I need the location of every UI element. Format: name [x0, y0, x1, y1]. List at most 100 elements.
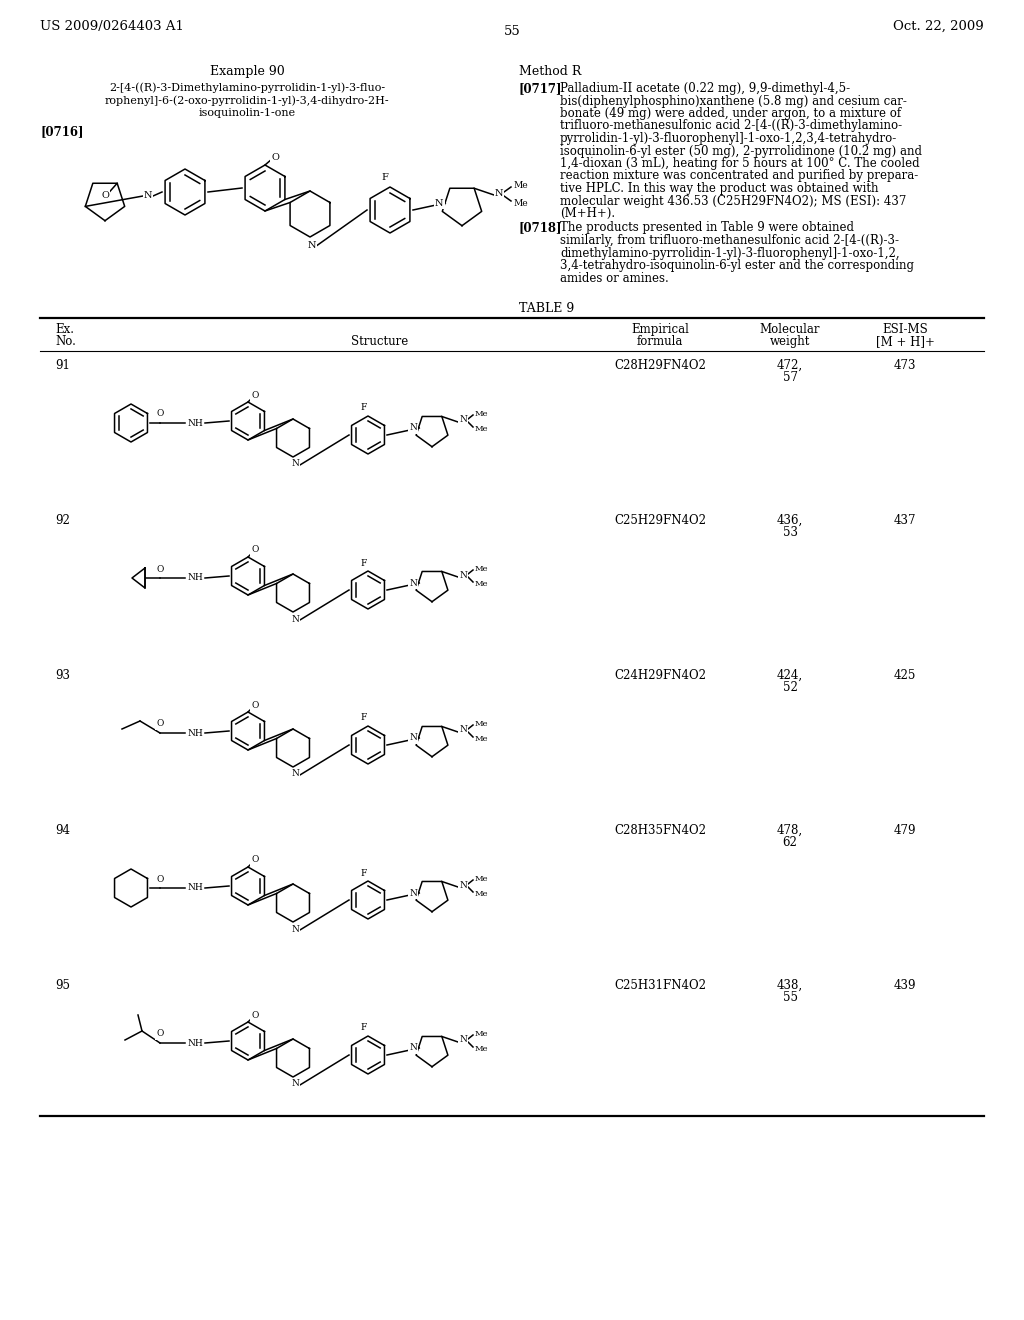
- Text: Example 90: Example 90: [210, 65, 285, 78]
- Text: 95: 95: [55, 979, 70, 993]
- Text: N: N: [143, 191, 153, 201]
- Text: O: O: [157, 565, 164, 573]
- Text: 436,: 436,: [777, 513, 803, 527]
- Text: N: N: [495, 189, 503, 198]
- Text: Oct. 22, 2009: Oct. 22, 2009: [893, 20, 984, 33]
- Text: 55: 55: [504, 25, 520, 38]
- Text: N: N: [459, 1035, 467, 1044]
- Text: Me: Me: [513, 198, 527, 207]
- Text: 52: 52: [782, 681, 798, 694]
- Text: isoquinolin-6-yl ester (50 mg), 2-pyrrolidinone (10.2 mg) and: isoquinolin-6-yl ester (50 mg), 2-pyrrol…: [560, 144, 922, 157]
- Text: Me: Me: [475, 719, 488, 729]
- Text: N: N: [410, 1044, 417, 1052]
- Text: 93: 93: [55, 669, 70, 682]
- Text: N: N: [291, 770, 299, 779]
- Text: 472,: 472,: [777, 359, 803, 372]
- Text: N: N: [308, 240, 316, 249]
- Text: 53: 53: [782, 525, 798, 539]
- Text: 479: 479: [894, 824, 916, 837]
- Text: F: F: [360, 404, 368, 412]
- Text: F: F: [360, 1023, 368, 1032]
- Text: N: N: [291, 459, 299, 469]
- Text: N: N: [459, 726, 467, 734]
- Text: N: N: [435, 198, 443, 207]
- Text: O: O: [251, 701, 259, 710]
- Text: tive HPLC. In this way the product was obtained with: tive HPLC. In this way the product was o…: [560, 182, 879, 195]
- Text: Me: Me: [475, 425, 488, 433]
- Text: Method R: Method R: [519, 65, 582, 78]
- Text: O: O: [157, 719, 164, 729]
- Text: O: O: [251, 545, 259, 554]
- Text: F: F: [360, 558, 368, 568]
- Text: [0716]: [0716]: [40, 125, 84, 139]
- Text: Me: Me: [475, 735, 488, 743]
- Text: Empirical: Empirical: [631, 323, 689, 337]
- Text: NH: NH: [187, 1039, 203, 1048]
- Text: NH: NH: [187, 573, 203, 582]
- Text: Me: Me: [513, 181, 527, 190]
- Text: US 2009/0264403 A1: US 2009/0264403 A1: [40, 20, 184, 33]
- Text: Me: Me: [475, 1030, 488, 1038]
- Text: 91: 91: [55, 359, 70, 372]
- Text: pyrrolidin-1-yl)-3-fluorophenyl]-1-oxo-1,2,3,4-tetrahydro-: pyrrolidin-1-yl)-3-fluorophenyl]-1-oxo-1…: [560, 132, 897, 145]
- Text: N: N: [291, 1080, 299, 1089]
- Text: Me: Me: [475, 579, 488, 587]
- Text: No.: No.: [55, 335, 76, 348]
- Text: 2-[4-((R)-3-Dimethylamino-pyrrolidin-1-yl)-3-fluo-: 2-[4-((R)-3-Dimethylamino-pyrrolidin-1-y…: [109, 82, 385, 92]
- Text: F: F: [360, 869, 368, 878]
- Text: 57: 57: [782, 371, 798, 384]
- Text: amides or amines.: amides or amines.: [560, 272, 669, 285]
- Text: O: O: [271, 153, 279, 161]
- Text: N: N: [291, 615, 299, 623]
- Text: weight: weight: [770, 335, 810, 348]
- Text: N: N: [410, 734, 417, 742]
- Text: 94: 94: [55, 824, 70, 837]
- Text: bis(diphenylphosphino)xanthene (5.8 mg) and cesium car-: bis(diphenylphosphino)xanthene (5.8 mg) …: [560, 95, 907, 107]
- Text: O: O: [157, 1030, 164, 1039]
- Text: O: O: [251, 1011, 259, 1019]
- Text: (M+H+).: (M+H+).: [560, 207, 615, 220]
- Text: [M + H]+: [M + H]+: [876, 335, 935, 348]
- Text: N: N: [410, 888, 417, 898]
- Text: ESI-MS: ESI-MS: [882, 323, 928, 337]
- Text: bonate (49 mg) were added, under argon, to a mixture of: bonate (49 mg) were added, under argon, …: [560, 107, 901, 120]
- Text: F: F: [382, 173, 388, 182]
- Text: Me: Me: [475, 565, 488, 573]
- Text: O: O: [157, 409, 164, 418]
- Text: Me: Me: [475, 890, 488, 898]
- Text: 62: 62: [782, 836, 798, 849]
- Text: isoquinolin-1-one: isoquinolin-1-one: [199, 108, 296, 117]
- Text: C28H29FN4O2: C28H29FN4O2: [614, 359, 706, 372]
- Text: O: O: [251, 855, 259, 865]
- Text: N: N: [459, 416, 467, 425]
- Text: Palladium-II acetate (0.22 mg), 9,9-dimethyl-4,5-: Palladium-II acetate (0.22 mg), 9,9-dime…: [560, 82, 850, 95]
- Text: N: N: [410, 578, 417, 587]
- Text: trifluoro-methanesulfonic acid 2-[4-((R)-3-dimethylamino-: trifluoro-methanesulfonic acid 2-[4-((R)…: [560, 120, 902, 132]
- Text: 424,: 424,: [777, 669, 803, 682]
- Text: C28H35FN4O2: C28H35FN4O2: [614, 824, 706, 837]
- Text: NH: NH: [187, 729, 203, 738]
- Text: molecular weight 436.53 (C25H29FN4O2); MS (ESI): 437: molecular weight 436.53 (C25H29FN4O2); M…: [560, 194, 906, 207]
- Text: Structure: Structure: [351, 335, 409, 348]
- Text: Me: Me: [475, 1045, 488, 1053]
- Text: N: N: [459, 570, 467, 579]
- Text: C24H29FN4O2: C24H29FN4O2: [614, 669, 706, 682]
- Text: 92: 92: [55, 513, 70, 527]
- Text: Molecular: Molecular: [760, 323, 820, 337]
- Text: NH: NH: [187, 883, 203, 892]
- Text: [0718]: [0718]: [519, 222, 562, 235]
- Text: 425: 425: [894, 669, 916, 682]
- Text: 478,: 478,: [777, 824, 803, 837]
- Text: F: F: [360, 714, 368, 722]
- Text: rophenyl]-6-(2-oxo-pyrrolidin-1-yl)-3,4-dihydro-2H-: rophenyl]-6-(2-oxo-pyrrolidin-1-yl)-3,4-…: [104, 95, 389, 106]
- Text: N: N: [459, 880, 467, 890]
- Text: 1,4-dioxan (3 mL), heating for 5 hours at 100° C. The cooled: 1,4-dioxan (3 mL), heating for 5 hours a…: [560, 157, 920, 170]
- Text: Me: Me: [475, 875, 488, 883]
- Text: 437: 437: [894, 513, 916, 527]
- Text: O: O: [101, 191, 110, 199]
- Text: 438,: 438,: [777, 979, 803, 993]
- Text: O: O: [251, 391, 259, 400]
- Text: O: O: [157, 874, 164, 883]
- Text: Me: Me: [475, 411, 488, 418]
- Text: 473: 473: [894, 359, 916, 372]
